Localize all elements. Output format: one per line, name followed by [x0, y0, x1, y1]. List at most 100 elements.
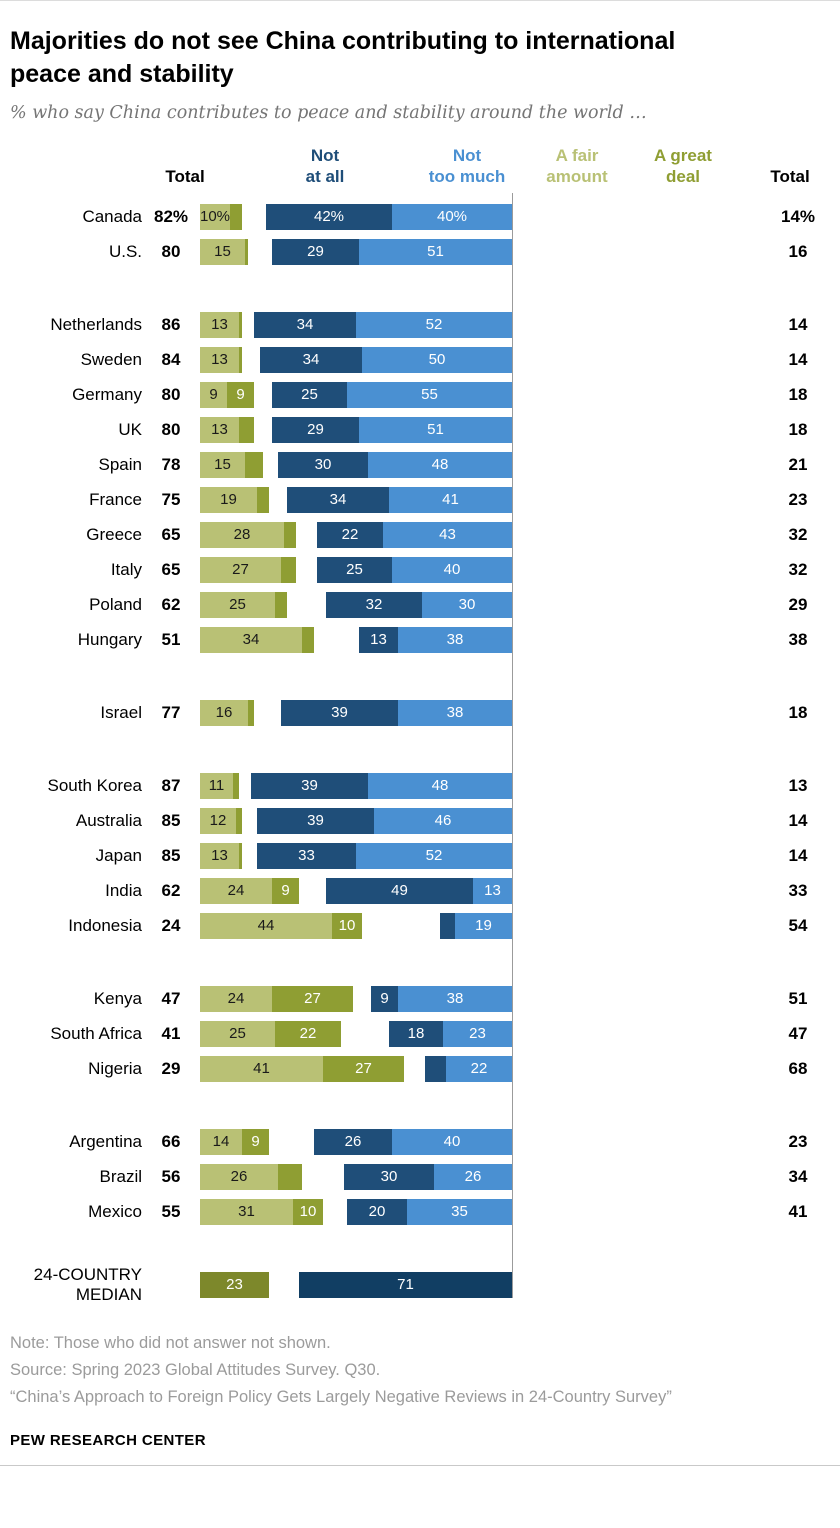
- total-left-value: 75: [161, 489, 181, 509]
- country-row: Kenya 47 9 38 24 27 51: [10, 981, 830, 1016]
- country-row: Spain 78 30 48 15 21: [10, 447, 830, 482]
- bar-area: 20 35 31 10: [200, 1198, 766, 1225]
- bar-segment-not-at-all: 25: [317, 556, 392, 583]
- positive-bar-stack: 11: [200, 772, 239, 799]
- bar-segment-great-deal: [278, 1163, 302, 1190]
- positive-bar-stack: 27: [200, 556, 296, 583]
- negative-bar-stack: 22: [425, 1055, 512, 1082]
- positive-bar-stack: 13: [200, 311, 242, 338]
- bar-segment-not-at-all: 29: [272, 416, 359, 443]
- bar-segment-great-deal: [230, 203, 242, 230]
- total-right-value: 47: [788, 1023, 808, 1043]
- bar-area: 42% 40% 10%: [200, 203, 766, 230]
- bar-segment-not-at-all: 9: [371, 985, 398, 1012]
- bar-segment-fair-amount: 13: [200, 311, 239, 338]
- bar-area: 39 38 16: [200, 699, 766, 726]
- bar-segment-great-deal: [239, 311, 242, 338]
- total-right-value: 33: [788, 880, 808, 900]
- bar-segment-great-deal: [302, 626, 314, 653]
- bar-segment-not-too-much: 13: [473, 877, 512, 904]
- bar-segment-great-deal: 9: [272, 877, 299, 904]
- total-right-value: 14: [788, 845, 808, 865]
- total-left-value: 85: [161, 845, 181, 865]
- bar-segment-fair-amount: 15: [200, 238, 245, 265]
- bar-area: 18 23 25 22: [200, 1020, 766, 1047]
- bar-segment-fair-amount: 41: [200, 1055, 323, 1082]
- bar-segment-not-at-all: 39: [257, 807, 374, 834]
- bar-segment-not-at-all: 30: [278, 451, 368, 478]
- bar-segment-not-too-much: 40%: [392, 203, 512, 230]
- country-label: Australia: [75, 810, 142, 830]
- bar-segment-great-deal: [239, 842, 242, 869]
- positive-bar-stack: 13: [200, 346, 242, 373]
- country-label: Japan: [95, 845, 142, 865]
- total-right-value: 21: [788, 454, 808, 474]
- bar-segment-great-deal: [245, 238, 248, 265]
- bar-segment-fair-amount: 26: [200, 1163, 278, 1190]
- negative-bar-stack: 32 30: [326, 591, 512, 618]
- bar-segment-not-too-much: 40: [392, 556, 512, 583]
- bar-area: 34 41 19: [200, 486, 766, 513]
- bar-area: 34 52 13: [200, 311, 766, 338]
- country-group: 24-COUNTRY MEDIAN 71 23: [10, 1265, 830, 1304]
- bar-area: 13 38 34: [200, 626, 766, 653]
- country-row: Nigeria 29 22 41 27 68: [10, 1051, 830, 1086]
- total-left-value: 24: [161, 915, 181, 935]
- bar-area: 25 55 9 9: [200, 381, 766, 408]
- bar-segment-fair-amount: 15: [200, 451, 245, 478]
- chart-body: Canada 82% 42% 40% 10% 14% U.S. 80 29 51 15 16 Nethe…: [10, 193, 830, 1304]
- positive-bar-stack: 14 9: [200, 1128, 269, 1155]
- total-right-value: 16: [788, 241, 808, 261]
- country-label: Mexico: [88, 1201, 142, 1221]
- bar-segment-fair-amount: 34: [200, 626, 302, 653]
- bar-segment-not-at-all: [440, 912, 455, 939]
- bar-segment-great-deal: [257, 486, 269, 513]
- country-label: Israel: [100, 702, 142, 722]
- column-headers: Total Not at all Not too much A fair amo…: [10, 133, 830, 191]
- bar-area: 26 40 14 9: [200, 1128, 766, 1155]
- bar-segment-median-negative: 71: [299, 1271, 512, 1298]
- negative-bar-stack: 30 48: [278, 451, 512, 478]
- country-row: South Korea 87 39 48 11 13: [10, 768, 830, 803]
- total-left-value: 80: [161, 419, 181, 439]
- country-row: Poland 62 32 30 25 29: [10, 587, 830, 622]
- column-header-great-deal: A great deal: [654, 145, 712, 186]
- country-row: Argentina 66 26 40 14 9 23: [10, 1124, 830, 1159]
- bar-segment-not-too-much: 38: [398, 699, 512, 726]
- bar-area: 71 23: [200, 1271, 766, 1298]
- bar-segment-not-at-all: 34: [254, 311, 356, 338]
- bar-segment-fair-amount: 10%: [200, 203, 230, 230]
- bar-area: 22 43 28: [200, 521, 766, 548]
- negative-bar-stack: 29 51: [272, 238, 512, 265]
- negative-bar-stack: 25 55: [272, 381, 512, 408]
- bar-segment-fair-amount: 27: [200, 556, 281, 583]
- chart-card: Majorities do not see China contributing…: [0, 0, 840, 1466]
- bar-segment-great-deal: 10: [293, 1198, 323, 1225]
- country-row: Indonesia 24 19 44 10 54: [10, 908, 830, 943]
- bar-segment-great-deal: [233, 772, 239, 799]
- bar-area: 32 30 25: [200, 591, 766, 618]
- negative-bar-stack: 71: [299, 1271, 512, 1298]
- bar-segment-fair-amount: 28: [200, 521, 284, 548]
- negative-bar-stack: 26 40: [314, 1128, 512, 1155]
- bar-segment-not-at-all: 34: [287, 486, 389, 513]
- total-right-value: 13: [788, 775, 808, 795]
- total-right-value: 29: [788, 594, 808, 614]
- source-line: Source: Spring 2023 Global Attitudes Sur…: [10, 1361, 381, 1380]
- country-group: Kenya 47 9 38 24 27 51 South Africa 41 18 23 25 22 47…: [10, 981, 830, 1086]
- country-group: Netherlands 86 34 52 13 14 Sweden 84 34 50 13 14 Ger…: [10, 307, 830, 657]
- total-left-value: 41: [161, 1023, 181, 1043]
- total-right-value: 18: [788, 419, 808, 439]
- bar-segment-not-at-all: 26: [314, 1128, 392, 1155]
- positive-bar-stack: 23: [200, 1271, 269, 1298]
- total-right-value: 54: [788, 915, 808, 935]
- bar-area: 30 26 26: [200, 1163, 766, 1190]
- negative-bar-stack: 19: [440, 912, 512, 939]
- total-right-value: 14%: [780, 206, 816, 226]
- positive-bar-stack: 28: [200, 521, 296, 548]
- country-row: UK 80 29 51 13 18: [10, 412, 830, 447]
- country-label: UK: [118, 419, 142, 439]
- column-header-not-at-all: Not at all: [305, 145, 345, 186]
- bar-segment-not-at-all: 22: [317, 521, 383, 548]
- bar-segment-great-deal: 9: [242, 1128, 269, 1155]
